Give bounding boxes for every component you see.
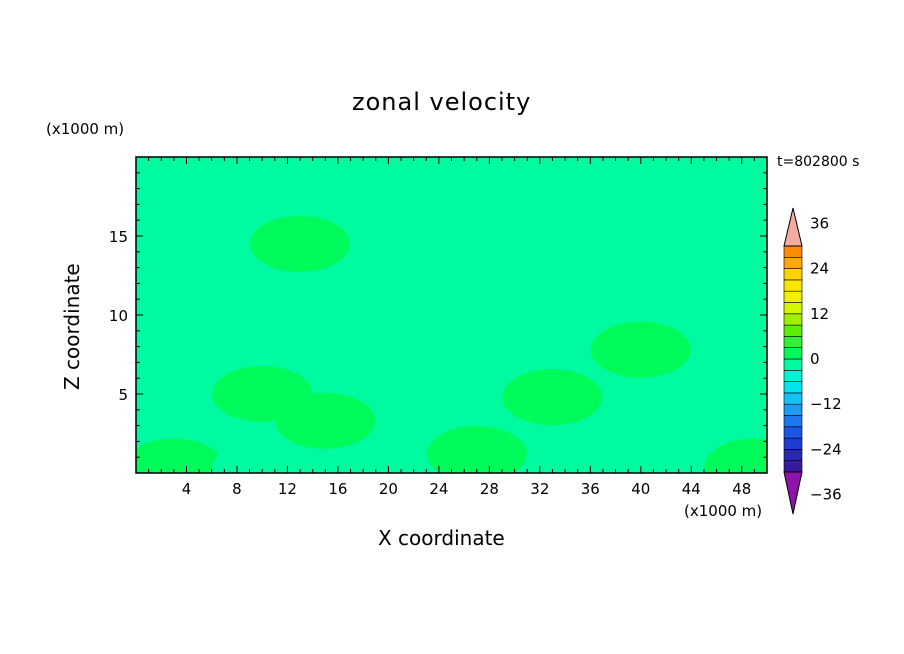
- contour-feature: [590, 321, 691, 378]
- x-axis: 4 8 12 16 20 24 28 32 36 40 44 48: [148, 157, 755, 498]
- colorbar-tick-label: −12: [810, 395, 842, 413]
- colorbar: 36 24 12 0 −12 −24 −36: [783, 207, 842, 515]
- colorbar-bin: [783, 369, 803, 382]
- colorbar-bin: [783, 426, 803, 439]
- colorbar-bin: [783, 358, 803, 371]
- x-tick-label: 48: [732, 480, 751, 498]
- y-tick-label: 5: [118, 386, 128, 404]
- colorbar-bin: [783, 336, 803, 348]
- contour-feature: [275, 392, 376, 449]
- contour-feature: [250, 215, 351, 272]
- colorbar-tick-label: −36: [810, 486, 842, 504]
- y-tick-label: 15: [109, 228, 128, 246]
- colorbar-bin: [783, 415, 803, 428]
- colorbar-bin: [783, 302, 803, 315]
- colorbar-bin: [783, 449, 803, 461]
- y-axis-unit: (x1000 m): [46, 120, 125, 138]
- x-axis-label: X coordinate: [378, 526, 505, 550]
- colorbar-bin: [783, 437, 803, 450]
- colorbar-bin: [783, 381, 803, 394]
- colorbar-bin: [783, 313, 803, 326]
- colorbar-tick-label: −24: [810, 440, 842, 458]
- colorbar-bin: [783, 268, 803, 281]
- colorbar-tick-label: 0: [810, 350, 820, 368]
- colorbar-bin: [783, 403, 803, 416]
- colorbar-bin: [783, 256, 803, 269]
- x-tick-label: 8: [232, 480, 242, 498]
- colorbar-bin: [783, 279, 803, 292]
- contour-feature: [502, 369, 603, 426]
- colorbar-bin: [783, 392, 803, 405]
- chart-title: zonal velocity: [352, 88, 532, 116]
- x-tick-label: 28: [480, 480, 499, 498]
- contour-feature: [426, 426, 527, 473]
- contour-feature: [136, 342, 212, 399]
- colorbar-bin: [783, 290, 803, 303]
- colorbar-over-arrow: [783, 207, 803, 247]
- contour-feature: [704, 438, 767, 473]
- x-tick-label: 32: [530, 480, 549, 498]
- colorbar-tick-label: 12: [810, 305, 829, 323]
- x-tick-label: 36: [581, 480, 600, 498]
- x-tick-label: 12: [278, 480, 297, 498]
- contour-feature: [212, 440, 313, 473]
- y-tick-label: 10: [109, 307, 128, 325]
- x-tick-label: 44: [682, 480, 701, 498]
- time-stamp: t=802800 s: [777, 154, 860, 170]
- colorbar-tick-label: 24: [810, 260, 829, 278]
- contour-feature: [136, 438, 224, 473]
- x-tick-label: 24: [429, 480, 448, 498]
- colorbar-under-arrow: [783, 471, 803, 515]
- contour-field: [136, 157, 767, 473]
- contour-feature: [300, 302, 401, 359]
- colorbar-bin: [783, 245, 803, 258]
- x-tick-label: 16: [328, 480, 347, 498]
- x-tick-label: 20: [379, 480, 398, 498]
- colorbar-bin: [783, 324, 803, 337]
- colorbar-bin: [783, 460, 803, 473]
- contour-feature: [401, 223, 502, 280]
- colorbar-tick-label: 36: [810, 214, 829, 232]
- x-tick-label: 4: [182, 480, 192, 498]
- x-axis-unit: (x1000 m): [684, 502, 763, 520]
- colorbar-bin: [783, 347, 803, 360]
- y-axis: 5 10 15: [109, 172, 767, 458]
- x-tick-label: 40: [631, 480, 650, 498]
